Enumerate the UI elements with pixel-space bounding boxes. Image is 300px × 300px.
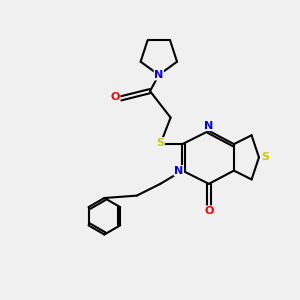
Text: O: O	[205, 206, 214, 216]
Text: N: N	[174, 166, 184, 176]
Text: S: S	[156, 138, 164, 148]
Text: N: N	[154, 70, 164, 80]
Text: O: O	[111, 92, 120, 102]
Text: N: N	[204, 121, 214, 130]
Text: S: S	[261, 152, 269, 162]
